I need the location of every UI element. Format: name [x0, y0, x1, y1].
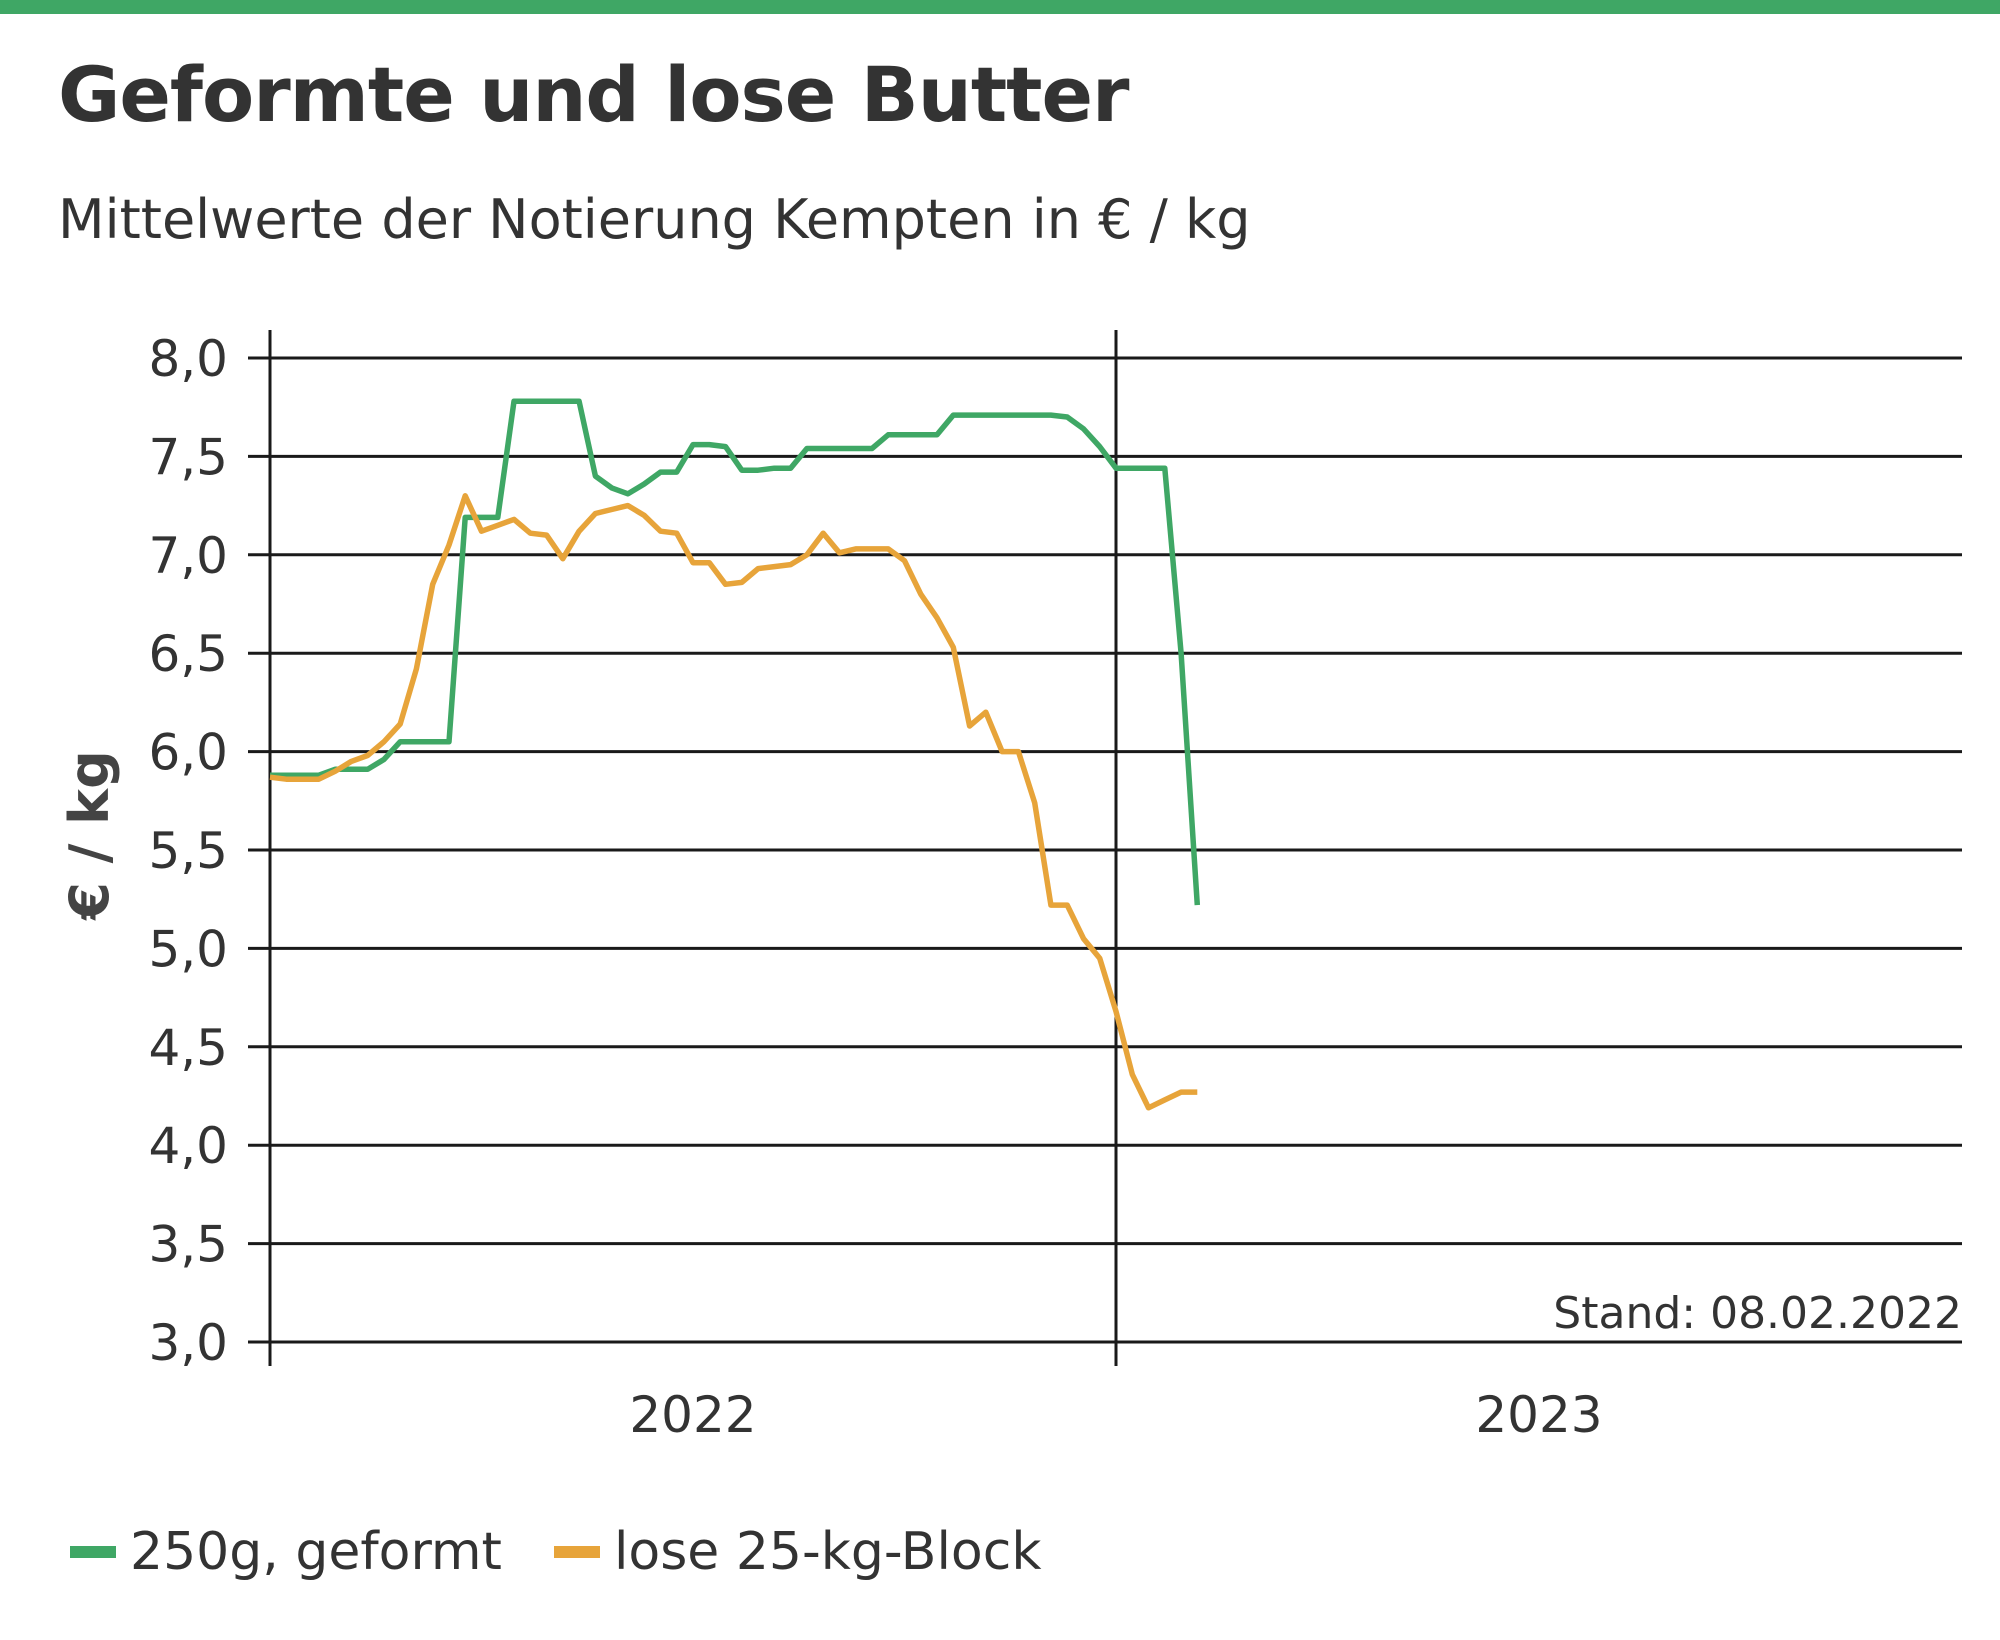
top-accent-bar [0, 0, 2000, 14]
legend-label-orange: lose 25-kg-Block [613, 1522, 1042, 1582]
x-tick-label: 2022 [629, 1386, 756, 1444]
y-tick-label: 8,0 [148, 330, 228, 388]
chart-title: Geformte und lose Butter [58, 50, 1130, 139]
y-tick-label: 7,5 [148, 428, 228, 486]
series-line-orange [269, 493, 1198, 1111]
y-tick-label: 5,5 [148, 822, 228, 880]
y-tick-label: 4,5 [148, 1019, 228, 1077]
y-tick-label: 7,0 [148, 527, 228, 585]
x-tick-label: 2023 [1475, 1386, 1602, 1444]
y-axis-label: € / kg [58, 750, 121, 921]
y-tick-label: 6,0 [148, 724, 228, 782]
legend-item-green: 250g, geformt [70, 1522, 502, 1582]
y-tick-label: 3,0 [148, 1314, 228, 1372]
series-line-green [270, 398, 1201, 906]
y-tick-label: 3,5 [148, 1216, 228, 1274]
legend: 250g, geformt lose 25-kg-Block [70, 1522, 1093, 1582]
legend-item-orange: lose 25-kg-Block [553, 1522, 1042, 1582]
legend-swatch-green [70, 1546, 116, 1558]
y-tick-label: 5,0 [148, 920, 228, 978]
legend-swatch-orange [553, 1546, 600, 1558]
line-chart: 3,0 3,5 4,0 4,5 5,0 5,5 6,0 6,5 7,0 7,5 8,0 2022 202… [58, 330, 1962, 1444]
y-tick-label: 6,5 [148, 625, 228, 683]
legend-label-green: 250g, geformt [130, 1522, 502, 1582]
chart-subtitle: Mittelwerte der Notierung Kempten in € /… [58, 188, 1251, 251]
y-tick-label: 4,0 [148, 1117, 228, 1175]
stand-annotation: Stand: 08.02.2022 [1553, 1288, 1962, 1339]
